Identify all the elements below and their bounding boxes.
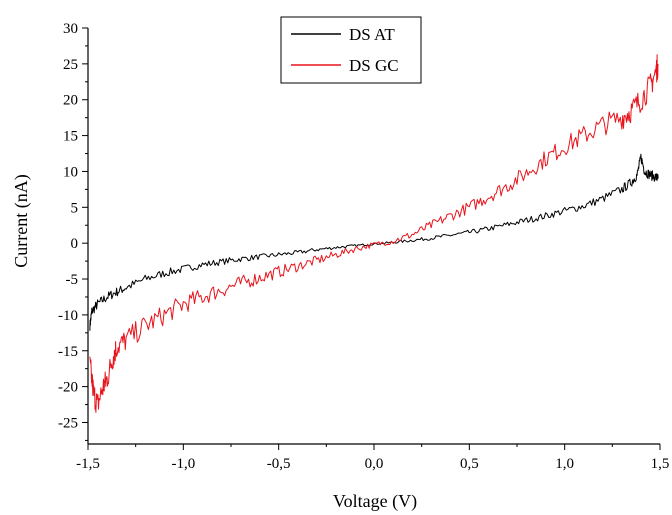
y-tick-label: -5 [66,272,79,288]
y-tick-label: -10 [58,308,78,324]
y-tick-label: 15 [63,129,78,145]
legend-box [280,16,422,84]
series-group [89,54,659,413]
x-tick-label: 1,5 [651,456,670,472]
legend-label: DS AT [349,25,395,44]
x-axis-title: Voltage (V) [333,491,417,512]
y-tick-label: 20 [63,93,78,109]
x-axis-ticks: -1,5 -1,0 -0,5 0,0 0,5 1,0 1,5 [76,444,669,472]
x-tick-label: -1,5 [76,456,100,472]
y-tick-label: 30 [63,21,78,37]
y-tick-label: -25 [58,415,78,431]
x-tick-label: -1,0 [171,456,195,472]
y-tick-label: 5 [71,200,79,216]
plot-area [87,28,660,445]
y-axis-ticks: -25 -20 -15 -10 -5 0 5 10 15 20 25 30 [58,21,88,441]
y-axis-title: Current (nA) [11,174,32,267]
x-tick-label: 0,0 [365,456,384,472]
legend-label: DS GC [349,56,399,75]
x-tick-label: -0,5 [267,456,291,472]
x-tick-label: 0,5 [460,456,479,472]
series-line-ds-gc [89,54,659,413]
y-tick-label: -15 [58,344,78,360]
y-tick-label: 10 [63,164,78,180]
legend: DS AT DS GC [280,16,422,84]
x-tick-label: 1,0 [555,456,574,472]
y-tick-label: -20 [58,380,78,396]
y-tick-label: 25 [63,57,78,73]
y-tick-label: 0 [71,236,79,252]
